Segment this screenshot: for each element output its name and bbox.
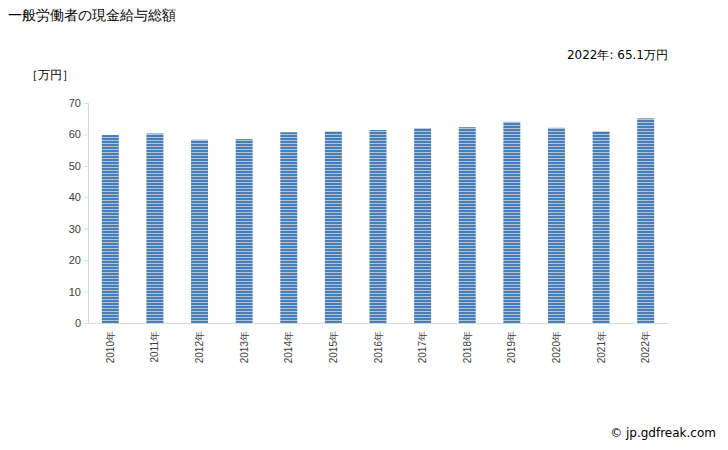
x-tick: 2015年 <box>328 323 339 363</box>
bar <box>414 128 431 323</box>
y-tick-label: 10 <box>69 286 81 298</box>
bar <box>459 127 476 323</box>
bar <box>503 122 520 323</box>
y-tick: 30 <box>69 223 88 235</box>
y-tick: 50 <box>69 160 88 172</box>
title: 一般労働者の現金給与総額 <box>8 7 176 23</box>
x-tick: 2011年 <box>149 323 160 363</box>
bar <box>370 130 387 323</box>
x-tick: 2018年 <box>462 323 473 363</box>
x-tick-label: 2018年 <box>462 331 473 363</box>
y-tick-label: 60 <box>69 128 81 140</box>
x-tick-label: 2016年 <box>373 331 384 363</box>
y-tick-label: 0 <box>75 317 81 329</box>
x-tick: 2013年 <box>239 323 250 363</box>
bar <box>325 131 342 323</box>
x-axis: 2010年 2011年 2012年 2013年 2014年 2015年 2016年 2017年… <box>89 323 669 363</box>
y-tick-label: 20 <box>69 254 81 266</box>
x-tick-label: 2019年 <box>506 331 517 363</box>
x-tick-label: 2022年 <box>640 331 651 363</box>
y-tick-mark <box>84 166 88 167</box>
bar <box>102 135 119 323</box>
bar <box>548 128 565 323</box>
x-tick-label: 2017年 <box>417 331 428 363</box>
x-tick-label: 2020年 <box>551 331 562 363</box>
x-tick-label: 2021年 <box>596 331 607 363</box>
x-tick-label: 2012年 <box>194 331 205 363</box>
x-tick: 2012年 <box>194 323 205 363</box>
x-tick-label: 2014年 <box>283 331 294 363</box>
x-tick: 2010年 <box>105 323 116 363</box>
y-tick: 70 <box>69 97 88 109</box>
x-tick-label: 2010年 <box>105 331 116 363</box>
x-tick: 2017年 <box>417 323 428 363</box>
x-tick-label: 2011年 <box>149 331 160 363</box>
bar <box>593 131 610 323</box>
y-tick-label: 40 <box>69 191 81 203</box>
y-tick-mark <box>84 134 88 135</box>
bar <box>191 140 208 323</box>
y-tick: 60 <box>69 128 88 140</box>
x-tick-label: 2015年 <box>328 331 339 363</box>
chart: 0 10 20 30 40 50 60 70 2010年 2011年 2012年 2013年 2014年… <box>0 0 728 450</box>
y-tick-mark <box>84 197 88 198</box>
y-axis-title: ［万円］ <box>26 68 74 82</box>
x-tick-label: 2013年 <box>239 331 250 363</box>
y-tick-mark <box>84 103 88 104</box>
y-tick-mark <box>84 229 88 230</box>
bar <box>637 118 654 323</box>
bars <box>102 118 654 323</box>
annotation: 2022年: 65.1万円 <box>567 48 668 62</box>
y-tick-label: 30 <box>69 223 81 235</box>
y-tick-mark <box>84 292 88 293</box>
y-tick-mark <box>84 323 88 324</box>
y-axis: 0 10 20 30 40 50 60 70 <box>69 97 89 329</box>
bar <box>146 133 163 323</box>
y-tick: 20 <box>69 254 88 266</box>
y-tick: 40 <box>69 191 88 203</box>
y-tick-label: 50 <box>69 160 81 172</box>
y-tick: 0 <box>75 317 88 329</box>
x-axis-line <box>89 323 669 324</box>
bar <box>236 139 253 323</box>
x-tick: 2019年 <box>506 323 517 363</box>
x-tick: 2020年 <box>551 323 562 363</box>
x-tick: 2022年 <box>640 323 651 363</box>
bar <box>280 132 297 323</box>
x-tick: 2014年 <box>283 323 294 363</box>
y-tick-label: 70 <box>69 97 81 109</box>
y-tick-mark <box>84 260 88 261</box>
y-tick: 10 <box>69 286 88 298</box>
y-axis-line <box>84 104 89 324</box>
source: © jp.gdfreak.com <box>610 426 716 440</box>
x-tick: 2021年 <box>596 323 607 363</box>
x-tick: 2016年 <box>373 323 384 363</box>
